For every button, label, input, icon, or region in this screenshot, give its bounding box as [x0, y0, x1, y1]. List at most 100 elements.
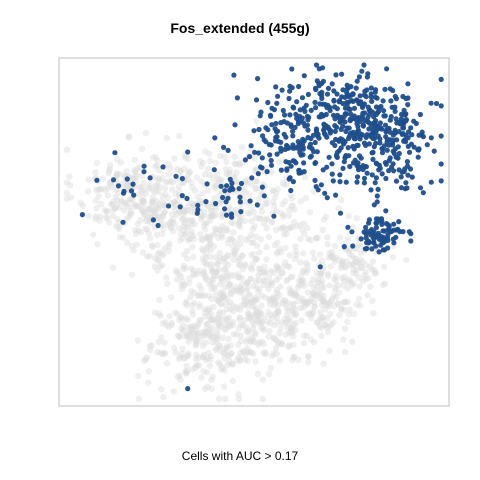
scatter-point-above-threshold [408, 125, 414, 131]
scatter-point-below-threshold [212, 230, 220, 237]
scatter-point-below-threshold [237, 284, 244, 291]
scatter-point-below-threshold [327, 297, 335, 305]
scatter-point-above-threshold [438, 161, 444, 167]
scatter-point-below-threshold [262, 349, 269, 356]
scatter-point-below-threshold [336, 311, 343, 319]
scatter-point-below-threshold [97, 200, 105, 208]
scatter-point-below-threshold [218, 294, 226, 301]
scatter-point-below-threshold [235, 160, 243, 167]
scatter-point-below-threshold [366, 263, 374, 270]
scatter-point-above-threshold [393, 178, 400, 184]
scatter-point-below-threshold [219, 292, 226, 299]
scatter-point-below-threshold [235, 271, 242, 278]
scatter-point-below-threshold [313, 270, 320, 277]
scatter-point-above-threshold [281, 131, 287, 137]
scatter-point-below-threshold [216, 321, 223, 328]
scatter-point-below-threshold [243, 287, 250, 294]
scatter-point-below-threshold [218, 289, 225, 296]
scatter-point-below-threshold [186, 275, 193, 282]
scatter-point-below-threshold [128, 208, 135, 215]
scatter-point-below-threshold [179, 321, 186, 328]
scatter-point-below-threshold [260, 340, 267, 348]
scatter-point-below-threshold [254, 370, 262, 378]
scatter-point-below-threshold [147, 185, 154, 192]
scatter-point-below-threshold [162, 179, 169, 186]
scatter-point-below-threshold [275, 267, 282, 274]
scatter-point-below-threshold [244, 309, 252, 317]
scatter-point-below-threshold [325, 254, 332, 261]
scatter-point-above-threshold [124, 176, 130, 182]
scatter-point-above-threshold [195, 202, 201, 208]
scatter-point-below-threshold [241, 356, 249, 363]
scatter-point-below-threshold [318, 284, 326, 292]
scatter-point-below-threshold [283, 181, 290, 188]
scatter-point-below-threshold [203, 260, 210, 267]
scatter-point-above-threshold [343, 179, 349, 185]
scatter-point-above-threshold [305, 127, 311, 133]
scatter-point-above-threshold [363, 235, 369, 241]
scatter-point-below-threshold [181, 220, 189, 227]
scatter-point-below-threshold [268, 279, 276, 286]
scatter-point-below-threshold [200, 368, 207, 375]
scatter-point-below-threshold [228, 285, 235, 293]
scatter-point-below-threshold [211, 272, 218, 279]
scatter-point-below-threshold [247, 348, 254, 356]
scatter-point-above-threshold [278, 167, 284, 173]
scatter-point-above-threshold [286, 176, 292, 182]
scatter-point-below-threshold [236, 315, 243, 323]
scatter-point-below-threshold [212, 205, 219, 213]
scatter-point-below-threshold [166, 240, 173, 247]
scatter-point-below-threshold [256, 308, 263, 316]
scatter-point-below-threshold [221, 293, 228, 300]
scatter-point-below-threshold [114, 216, 121, 223]
scatter-point-below-threshold [202, 254, 209, 262]
scatter-point-below-threshold [170, 388, 177, 395]
scatter-point-above-threshold [354, 179, 360, 185]
scatter-point-below-threshold [202, 356, 209, 364]
scatter-point-below-threshold [184, 247, 191, 254]
scatter-point-below-threshold [156, 249, 163, 256]
scatter-point-below-threshold [216, 290, 224, 297]
scatter-point-below-threshold [310, 284, 317, 291]
scatter-point-below-threshold [92, 169, 99, 176]
scatter-point-below-threshold [235, 391, 242, 398]
scatter-point-below-threshold [250, 296, 257, 303]
scatter-point-below-threshold [243, 280, 250, 287]
scatter-point-below-threshold [176, 333, 183, 340]
scatter-point-below-threshold [207, 334, 214, 341]
scatter-point-below-threshold [117, 198, 125, 205]
scatter-point-above-threshold [371, 114, 377, 120]
scatter-point-above-threshold [388, 114, 394, 120]
scatter-point-above-threshold [379, 221, 385, 227]
scatter-point-below-threshold [159, 252, 166, 259]
scatter-point-below-threshold [324, 241, 331, 248]
scatter-point-below-threshold [208, 260, 215, 268]
scatter-point-below-threshold [303, 298, 310, 306]
scatter-point-below-threshold [266, 327, 273, 335]
scatter-point-below-threshold [261, 263, 268, 270]
scatter-point-below-threshold [158, 385, 165, 393]
scatter-point-below-threshold [303, 269, 310, 276]
scatter-point-below-threshold [356, 302, 364, 309]
scatter-point-below-threshold [260, 281, 267, 289]
scatter-point-above-threshold [398, 174, 404, 180]
scatter-point-below-threshold [159, 230, 166, 238]
scatter-point-below-threshold [92, 215, 99, 223]
scatter-point-below-threshold [212, 159, 219, 167]
scatter-point-below-threshold [219, 364, 226, 371]
scatter-point-below-threshold [260, 268, 267, 276]
scatter-point-below-threshold [297, 259, 304, 266]
scatter-point-below-threshold [232, 206, 240, 214]
scatter-point-below-threshold [349, 338, 356, 345]
scatter-point-below-threshold [239, 347, 247, 355]
scatter-point-below-threshold [246, 191, 253, 198]
scatter-point-below-threshold [135, 190, 142, 198]
scatter-point-below-threshold [226, 166, 234, 174]
scatter-point-below-threshold [114, 171, 121, 178]
scatter-point-below-threshold [221, 284, 229, 291]
scatter-point-below-threshold [116, 225, 123, 233]
scatter-point-above-threshold [185, 149, 191, 155]
scatter-point-below-threshold [252, 185, 259, 192]
scatter-point-below-threshold [225, 236, 233, 243]
scatter-point-below-threshold [195, 267, 202, 275]
